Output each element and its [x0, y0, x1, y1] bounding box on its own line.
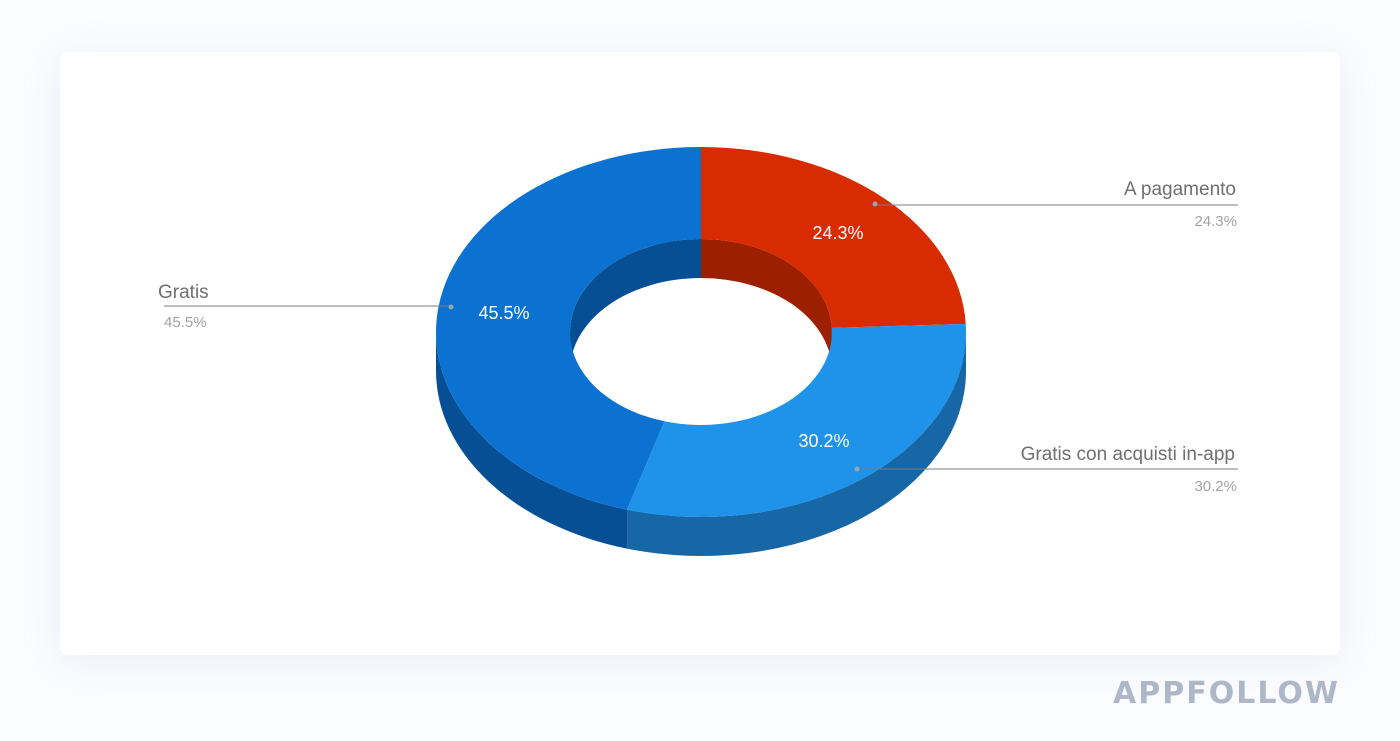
callout-name-a-pagamento: A pagamento	[1124, 179, 1236, 200]
slice-labels: 45.5% 24.3% 30.2%	[478, 223, 863, 451]
callouts: Gratis 45.5% A pagamento 24.3% Gratis con ac…	[158, 179, 1238, 495]
callout-dot-a-pagamento	[872, 201, 878, 207]
slice-gratis-con-acquisti-in-app	[627, 323, 966, 517]
slice-a-pagamento	[701, 147, 966, 328]
slice-wall-a-pagamento	[701, 239, 832, 367]
slice-wall-gratis	[570, 239, 701, 371]
callout-value-gratis-con-acquisti-in-app: 30.2%	[1194, 478, 1237, 495]
callout-value-gratis: 45.5%	[164, 314, 207, 331]
slice-gratis	[436, 147, 701, 510]
slice-value-label-a-pagamento: 24.3%	[812, 223, 863, 243]
appfollow-logo: APPFOLLOW	[1113, 676, 1340, 711]
callout-name-gratis: Gratis	[158, 282, 209, 303]
slice-side-gratis	[436, 332, 628, 549]
callout-name-gratis-con-acquisti-in-app: Gratis con acquisti in-app	[1021, 444, 1235, 465]
callout-dot-gratis	[448, 304, 454, 310]
slice-value-label-gratis: 45.5%	[478, 303, 529, 323]
slice-side-gratis-con-acquisti-in-app	[627, 332, 966, 556]
slice-value-label-gratis-con-acquisti-in-app: 30.2%	[798, 431, 849, 451]
donut-slices	[436, 147, 966, 517]
callout-value-a-pagamento: 24.3%	[1194, 213, 1237, 230]
callout-dot-gratis-con-acquisti-in-app	[854, 466, 860, 472]
